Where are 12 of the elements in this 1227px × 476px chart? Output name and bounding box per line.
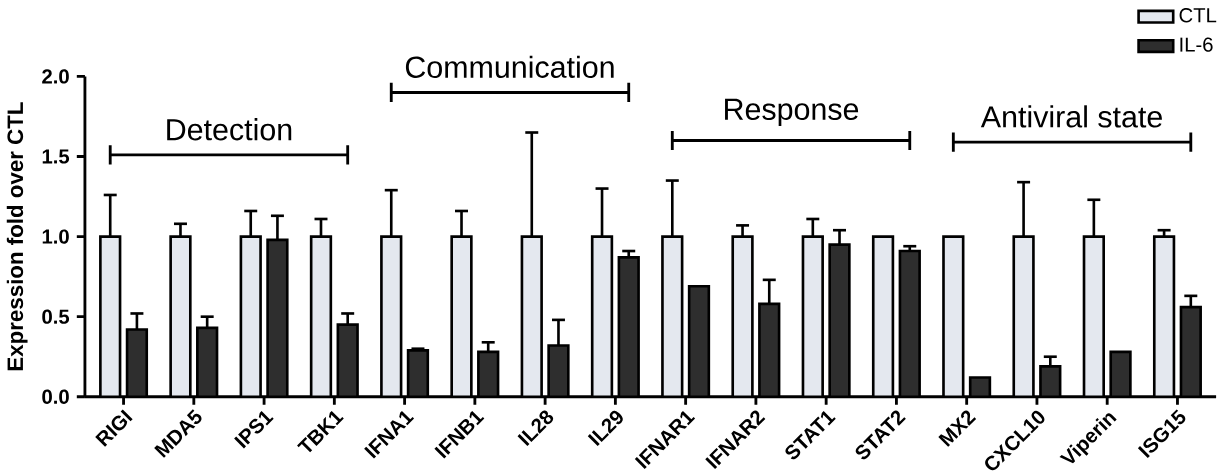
legend-label: IL-6	[1180, 37, 1213, 52]
y-tick-label: 1.5	[42, 149, 70, 164]
annotation: Antiviral state	[980, 105, 1162, 128]
annotation: Response	[725, 98, 859, 126]
annotation: Communication	[405, 55, 614, 78]
y-tick-label: 0.5	[42, 309, 70, 324]
y-tick-label: 1.0	[42, 229, 69, 244]
y-axis-title: Expression fold over CTL	[6, 102, 28, 371]
annotation: Detection	[167, 117, 292, 141]
y-tick-label: 2.0	[42, 69, 69, 84]
y-tick-label: 0.0	[42, 389, 69, 404]
legend-label: CTL	[1179, 7, 1217, 23]
